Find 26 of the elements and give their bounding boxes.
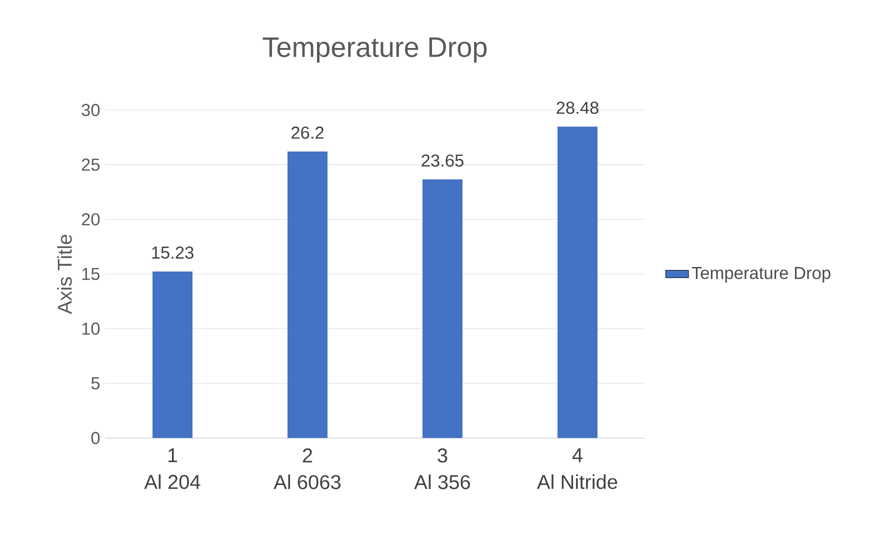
legend-label: Temperature Drop: [692, 267, 830, 283]
bar: [558, 126, 598, 438]
y-tick-label: 10: [82, 322, 100, 335]
bar: [152, 271, 192, 438]
bar: [288, 152, 328, 438]
y-tick-label: 15: [82, 268, 100, 280]
data-label: 15.23: [152, 246, 194, 259]
text: 1: [168, 448, 178, 462]
text: 4: [572, 448, 582, 462]
y-tick-label: 25: [82, 158, 100, 171]
y-axis-title: Axis Title: [57, 234, 72, 314]
text: 2: [302, 448, 312, 462]
y-tick-label: 0: [91, 432, 100, 444]
data-label: 23.65: [422, 154, 464, 167]
chart-title: Temperature Drop: [262, 38, 487, 63]
x-tick-label: Al 356: [414, 474, 470, 490]
y-tick-label: 20: [82, 213, 100, 226]
bar: [422, 179, 462, 438]
y-tick-label: 5: [91, 377, 100, 390]
y-tick-label: 30: [82, 104, 100, 116]
text: 3: [438, 448, 448, 463]
x-tick-label: Al 204: [144, 474, 200, 490]
x-tick-label: Al Nitride: [536, 474, 618, 490]
data-label: 28.48: [556, 102, 598, 114]
x-tick-label: Al 6063: [274, 474, 341, 490]
data-label: 26.2: [292, 126, 324, 139]
